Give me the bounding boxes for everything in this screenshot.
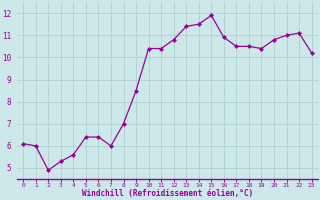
X-axis label: Windchill (Refroidissement éolien,°C): Windchill (Refroidissement éolien,°C) bbox=[82, 189, 253, 198]
